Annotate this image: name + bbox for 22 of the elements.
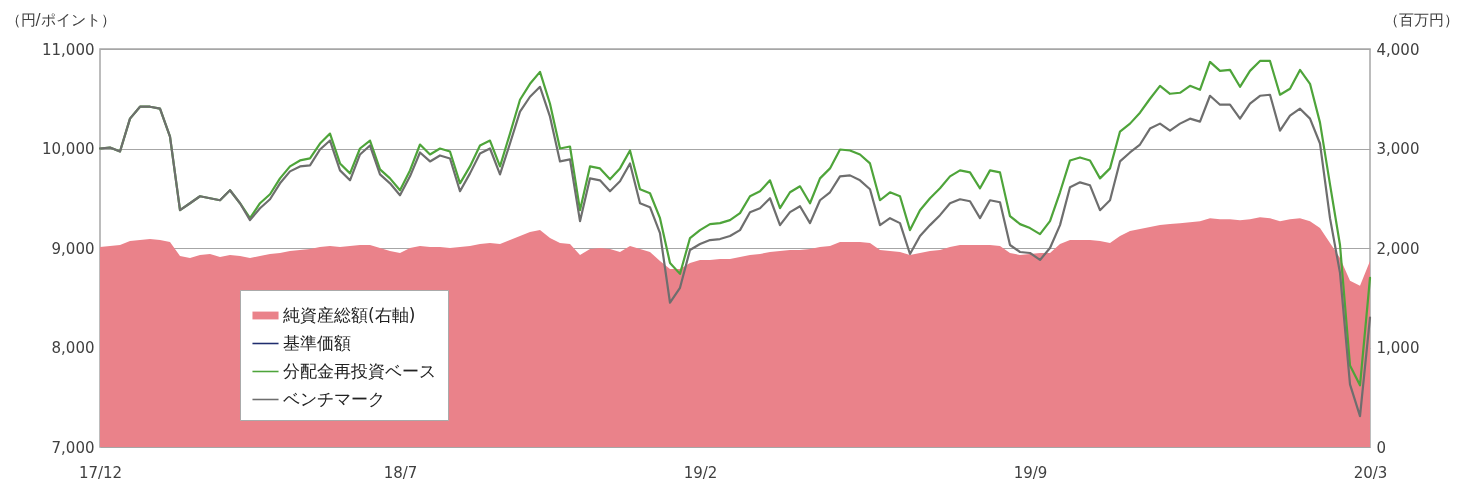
y-tick-label: 11,000 [42, 40, 95, 59]
y2-axis-title: （百万円） [1383, 10, 1459, 29]
legend-label: 基準価額 [283, 332, 351, 353]
x-tick-label: 19/2 [683, 463, 718, 482]
legend-label: 分配金再投資ベース [283, 360, 436, 381]
y2-tick-label: 4,000 [1376, 40, 1420, 59]
y2-tick-label: 1,000 [1376, 339, 1420, 357]
x-tick-label: 18/7 [383, 463, 418, 482]
x-tick-label: 19/9 [1013, 463, 1048, 482]
y-tick-label: 9,000 [51, 239, 95, 258]
y-tick-label: 8,000 [51, 339, 95, 357]
y2-tick-label: 3,000 [1376, 140, 1420, 158]
y-axis-title: （円/ポイント） [5, 10, 116, 29]
y2-tick-label: 0 [1376, 438, 1387, 457]
x-tick-label: 20/3 [1353, 463, 1388, 482]
legend-label: ベンチマーク [283, 388, 385, 409]
series-label: 純資産総額(右軸) [283, 304, 416, 325]
y-tick-label: 10,000 [42, 140, 95, 158]
y-tick-label: 7,000 [51, 438, 95, 457]
line-series [98, 85, 1372, 418]
x-tick-label: 17/12 [78, 463, 123, 482]
y2-tick-label: 2,000 [1376, 239, 1420, 258]
